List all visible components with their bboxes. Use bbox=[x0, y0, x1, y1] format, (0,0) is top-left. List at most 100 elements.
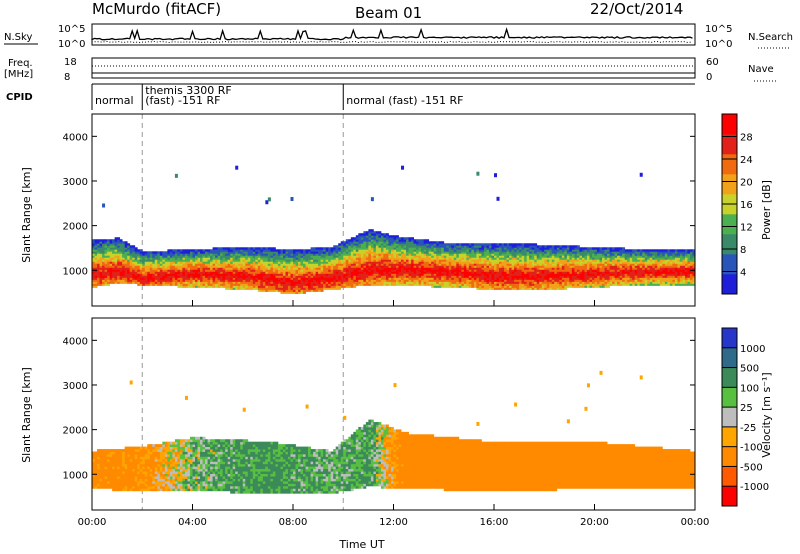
power-cell bbox=[378, 233, 382, 236]
power-cell bbox=[235, 283, 239, 286]
power-cell bbox=[212, 273, 216, 276]
power-cell bbox=[506, 245, 510, 248]
power-cell bbox=[325, 275, 329, 278]
power-cell bbox=[388, 269, 392, 272]
power-cell bbox=[378, 255, 382, 258]
power-cell bbox=[280, 281, 284, 284]
power-cell bbox=[393, 283, 397, 286]
power-cell bbox=[551, 253, 555, 256]
power-cell bbox=[144, 267, 148, 270]
power-cell bbox=[511, 287, 515, 290]
power-cell bbox=[466, 271, 470, 274]
power-cell bbox=[200, 275, 203, 278]
power-cell bbox=[308, 251, 311, 254]
power-cell bbox=[385, 237, 389, 240]
power-cell bbox=[350, 237, 354, 240]
power-cell bbox=[541, 281, 545, 284]
power-cell bbox=[383, 279, 387, 282]
power-cell bbox=[360, 277, 364, 280]
power-cell bbox=[250, 259, 254, 262]
power-cell bbox=[544, 261, 548, 264]
power-cell bbox=[441, 281, 445, 284]
power-cell bbox=[295, 265, 299, 268]
noise-right-tick-bottom: 10^0 bbox=[705, 39, 732, 50]
power-cell bbox=[192, 263, 196, 266]
power-cell bbox=[398, 255, 402, 258]
power-cell bbox=[282, 249, 286, 252]
power-cell bbox=[124, 245, 128, 248]
power-cell bbox=[232, 273, 236, 276]
power-cell bbox=[245, 255, 249, 258]
power-cell bbox=[172, 251, 176, 254]
power-cell bbox=[287, 275, 291, 278]
power-cell bbox=[298, 273, 301, 276]
power-cell bbox=[546, 287, 550, 290]
power-cell bbox=[411, 241, 414, 244]
power-cell bbox=[521, 265, 525, 268]
power-cell bbox=[250, 249, 254, 252]
power-cell bbox=[282, 287, 286, 290]
power-cell bbox=[396, 283, 399, 286]
power-cell bbox=[313, 269, 317, 272]
power-cell bbox=[265, 259, 269, 262]
power-cell bbox=[390, 275, 394, 278]
power-cell bbox=[446, 249, 450, 252]
power-cell bbox=[443, 275, 447, 278]
power-cell bbox=[343, 247, 347, 250]
power-cell bbox=[521, 253, 525, 256]
power-cell bbox=[282, 259, 286, 262]
power-cell bbox=[501, 263, 505, 266]
power-cell bbox=[380, 245, 384, 248]
power-cell bbox=[541, 267, 545, 270]
power-cell bbox=[546, 257, 550, 260]
power-cell bbox=[187, 249, 191, 252]
power-cell bbox=[227, 283, 231, 286]
power-cell bbox=[174, 267, 178, 270]
power-cell bbox=[602, 247, 605, 250]
power-cell bbox=[285, 257, 289, 260]
power-cell bbox=[403, 243, 407, 246]
power-cell bbox=[393, 253, 397, 256]
power-cell bbox=[526, 273, 530, 276]
power-cell bbox=[516, 269, 520, 272]
power-cell bbox=[139, 261, 143, 264]
power-cell bbox=[293, 283, 296, 286]
power-cell bbox=[330, 267, 334, 270]
power-cell bbox=[546, 269, 550, 272]
power-cell bbox=[526, 269, 530, 272]
power-cell bbox=[220, 277, 224, 280]
power-cell bbox=[260, 271, 264, 274]
power-cell bbox=[524, 243, 528, 246]
power-cell bbox=[164, 263, 168, 266]
power-cell bbox=[544, 269, 548, 272]
power-cell bbox=[325, 287, 329, 290]
power-cell bbox=[179, 251, 183, 254]
power-cell bbox=[453, 271, 457, 274]
power-cell bbox=[416, 277, 420, 280]
power-cell bbox=[205, 255, 208, 258]
power-cell bbox=[383, 253, 387, 256]
power-cell bbox=[277, 287, 281, 290]
power-cell bbox=[428, 257, 432, 260]
power-cell bbox=[499, 265, 502, 268]
power-cell bbox=[380, 259, 384, 262]
power-cell bbox=[94, 283, 98, 286]
power-cell bbox=[458, 269, 462, 272]
power-cell bbox=[514, 255, 518, 258]
power-cell bbox=[451, 245, 455, 248]
power-cell bbox=[431, 255, 435, 258]
power-cell bbox=[536, 253, 540, 256]
power-cell bbox=[320, 257, 324, 260]
power-cell bbox=[375, 233, 379, 236]
power-cell bbox=[172, 283, 176, 286]
power-cell bbox=[564, 249, 568, 252]
power-cell bbox=[298, 279, 301, 282]
power-cell bbox=[501, 285, 505, 288]
power-cell bbox=[579, 257, 583, 260]
power-cell bbox=[242, 277, 246, 280]
power-cell bbox=[514, 273, 518, 276]
power-cell bbox=[192, 267, 196, 270]
power-cell bbox=[556, 253, 560, 256]
power-cell bbox=[252, 267, 256, 270]
power-cell bbox=[426, 249, 430, 252]
